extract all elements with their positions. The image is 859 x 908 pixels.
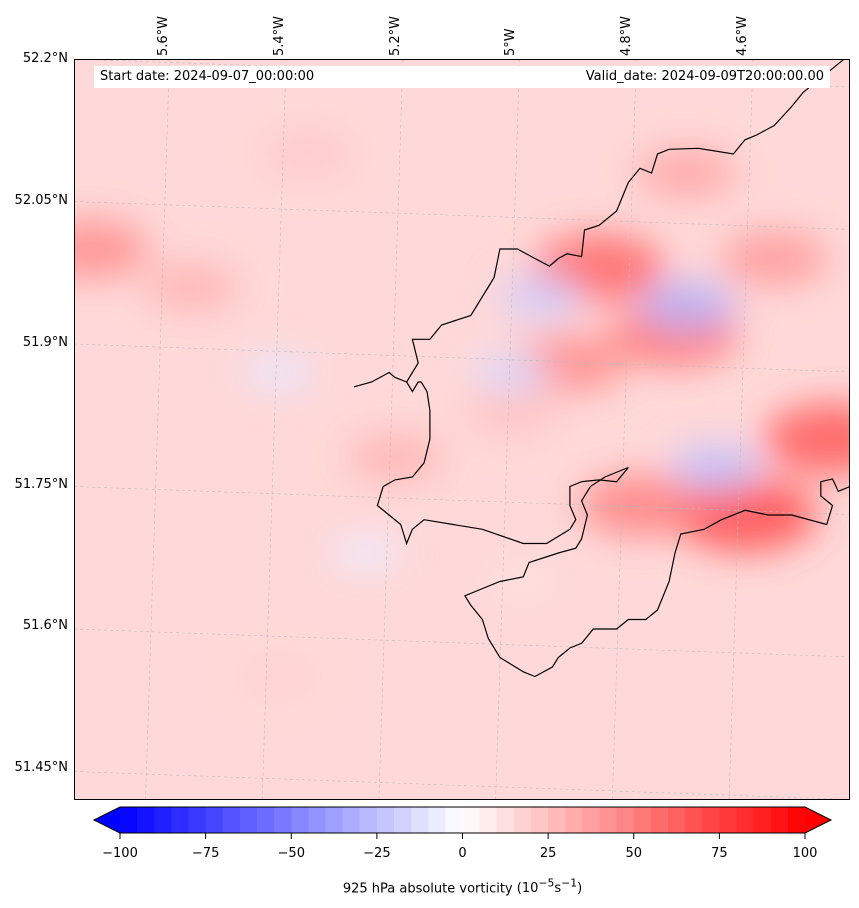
vorticity-blob	[264, 131, 351, 177]
vorticity-blob	[498, 274, 583, 319]
lon-label-5W: 5°W	[503, 28, 518, 56]
vorticity-blob	[720, 230, 829, 287]
colorbar-segment	[120, 807, 138, 833]
colorbar-segment	[137, 807, 155, 833]
coastline-south	[376, 381, 850, 678]
colorbar-segment	[171, 807, 190, 833]
cb-tick-label: 75	[711, 846, 728, 861]
lon-label-4.8W: 4.8°W	[619, 15, 634, 56]
cb-tick-label: 100	[792, 846, 818, 861]
colorbar-segment	[650, 807, 669, 833]
cb-tick-label: 25	[539, 846, 557, 861]
coastline-west	[353, 371, 407, 388]
colorbar-unit: (10−5s−1)	[516, 877, 583, 897]
vorticity-blob	[670, 444, 761, 491]
lat-label-51.45N: 51.45°N	[14, 760, 68, 775]
vorticity-blob	[486, 561, 561, 602]
vorticity-blob	[638, 281, 735, 331]
cb-tick-label: 50	[625, 846, 643, 861]
colorbar-title: 925 hPa absolute vorticity (10−5s−1)	[0, 877, 859, 896]
colorbar-segment	[685, 807, 703, 833]
colorbar-segment	[239, 807, 258, 833]
cb-tick-label: −25	[363, 846, 391, 861]
vorticity-blob	[330, 534, 401, 572]
colorbar-segment	[787, 807, 806, 833]
colorbar-segment	[668, 807, 686, 833]
vorticity-field	[74, 59, 850, 800]
colorbar-segment	[616, 807, 635, 833]
map-panel: Start date: 2024-09-07_00:00:00 Valid_da…	[74, 59, 850, 800]
vorticity-blob	[472, 352, 551, 393]
lat-label-52.2N: 52.2°N	[22, 51, 68, 66]
vorticity-blob	[346, 433, 443, 483]
colorbar	[92, 806, 833, 839]
vorticity-blob	[635, 146, 738, 200]
colorbar-segment	[582, 807, 601, 833]
vorticity-blob	[74, 219, 149, 279]
colorbar-segment	[702, 807, 720, 833]
colorbar-title-text: 925 hPa absolute vorticity	[342, 881, 513, 897]
lon-label-5.2W: 5.2°W	[388, 15, 403, 56]
colorbar-segment	[411, 807, 429, 833]
vorticity-blob	[237, 655, 319, 698]
colorbar-segment	[719, 807, 738, 833]
colorbar-segment	[205, 807, 224, 833]
date-banner: Start date: 2024-09-07_00:00:00 Valid_da…	[94, 66, 830, 88]
colorbar-extend-max	[805, 807, 831, 833]
vorticity-blob	[142, 262, 239, 312]
colorbar-segment	[736, 807, 755, 833]
colorbar-segment	[462, 807, 481, 833]
colorbar-segment	[428, 807, 446, 833]
colorbar-segment	[394, 807, 412, 833]
colorbar-segment	[222, 807, 241, 833]
colorbar-segment	[274, 807, 292, 833]
vorticity-blob	[580, 474, 700, 537]
colorbar-segment	[188, 807, 207, 833]
colorbar-segment	[154, 807, 172, 833]
colorbar-segment	[479, 807, 498, 833]
lon-label-4.6W: 4.6°W	[735, 15, 750, 56]
cb-tick-label: −50	[277, 846, 305, 861]
lat-label-52.05N: 52.05°N	[14, 193, 68, 208]
colorbar-segment	[565, 807, 583, 833]
colorbar-segment	[513, 807, 532, 833]
colorbar-segment	[531, 807, 549, 833]
colorbar-segment	[496, 807, 515, 833]
start-date-label: Start date: 2024-09-07_00:00:00	[100, 69, 315, 84]
vorticity-contours	[74, 131, 850, 698]
lat-label-51.75N: 51.75°N	[14, 477, 68, 492]
cb-tick-label: −75	[191, 846, 220, 861]
colorbar-segment	[291, 807, 309, 833]
colorbar-segment	[770, 807, 789, 833]
colorbar-segment	[445, 807, 464, 833]
colorbar-segment	[548, 807, 566, 833]
colorbar-segment	[599, 807, 618, 833]
vorticity-blob	[763, 403, 850, 475]
lat-label-51.9N: 51.9°N	[22, 335, 68, 350]
colorbar-segment	[359, 807, 378, 833]
vorticity-blob	[242, 353, 315, 392]
colorbar-extend-min	[94, 807, 120, 833]
lat-label-51.6N: 51.6°N	[22, 618, 68, 633]
lon-label-5.4W: 5.4°W	[272, 15, 287, 56]
colorbar-segment	[257, 807, 275, 833]
cb-tick-label: 0	[458, 846, 467, 861]
cb-tick-label: −100	[102, 846, 138, 861]
colorbar-ticks	[119, 833, 806, 839]
valid-date-label: Valid_date: 2024-09-09T20:00:00.00	[585, 69, 824, 84]
colorbar-segments	[120, 807, 806, 833]
colorbar-segment	[325, 807, 344, 833]
colorbar-segment	[342, 807, 361, 833]
colorbar-segment	[376, 807, 395, 833]
vorticity-blob	[466, 387, 557, 434]
colorbar-segment	[753, 807, 772, 833]
colorbar-segment	[633, 807, 652, 833]
coastline-north	[406, 59, 845, 383]
colorbar-segment	[308, 807, 327, 833]
lon-label-5.6W: 5.6°W	[156, 15, 171, 56]
vorticity-blob	[673, 478, 817, 552]
